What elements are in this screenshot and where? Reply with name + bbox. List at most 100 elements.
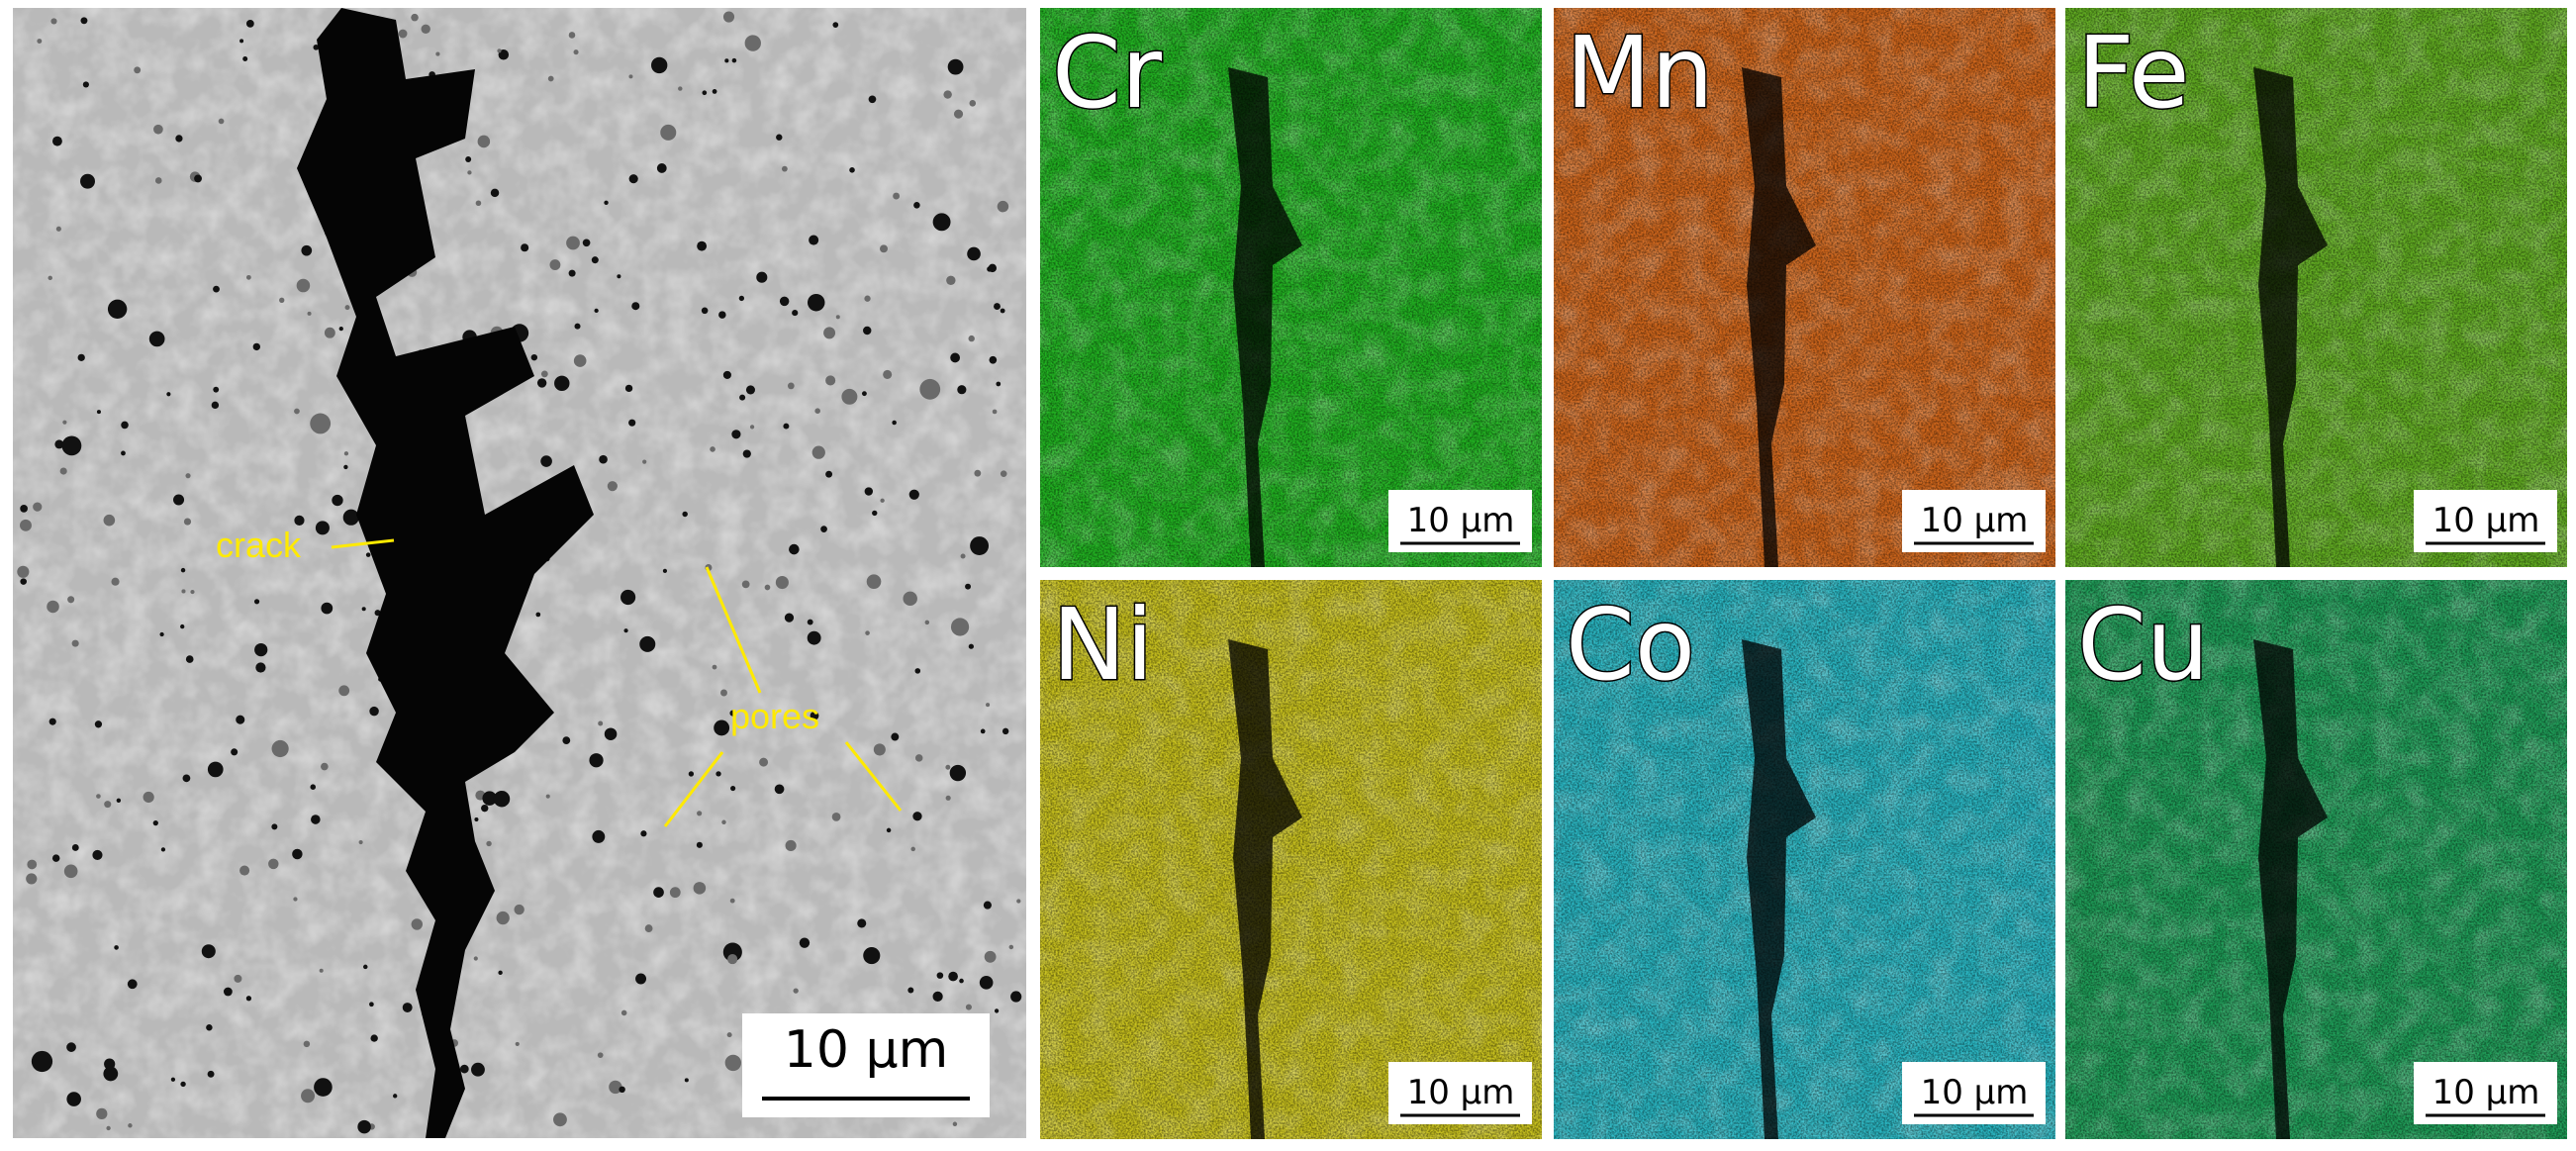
pore bbox=[776, 134, 783, 141]
pore bbox=[182, 774, 191, 783]
pore bbox=[173, 494, 185, 506]
pore bbox=[311, 815, 321, 824]
pore bbox=[624, 384, 633, 393]
pore bbox=[536, 378, 547, 388]
pore bbox=[831, 813, 841, 821]
pore bbox=[194, 174, 202, 183]
crack-pointer bbox=[331, 538, 395, 549]
pore bbox=[945, 795, 951, 801]
crack-shadow bbox=[1742, 67, 1816, 567]
scale-bar-label: 10 µm bbox=[1407, 1073, 1515, 1112]
pore bbox=[393, 1094, 398, 1099]
pore bbox=[662, 568, 668, 573]
pore bbox=[435, 51, 440, 56]
pore bbox=[344, 305, 350, 311]
pore bbox=[864, 487, 874, 496]
pore bbox=[20, 519, 32, 531]
pore bbox=[321, 762, 329, 771]
pore bbox=[809, 235, 819, 245]
pore bbox=[180, 567, 186, 573]
sem-panel: crack pores 10 µm bbox=[13, 8, 1026, 1138]
pore bbox=[254, 642, 268, 657]
pore bbox=[986, 703, 991, 708]
pore bbox=[234, 974, 242, 983]
pore bbox=[52, 136, 62, 146]
pore bbox=[185, 655, 194, 663]
pore bbox=[597, 1052, 604, 1058]
pore bbox=[989, 355, 998, 364]
pore bbox=[684, 1078, 689, 1083]
pore bbox=[651, 56, 668, 74]
pore bbox=[787, 382, 795, 390]
pore bbox=[609, 1080, 622, 1095]
pore bbox=[712, 664, 717, 670]
pore bbox=[253, 599, 260, 605]
pore bbox=[26, 873, 38, 885]
pore bbox=[180, 1081, 186, 1088]
pore bbox=[294, 408, 300, 415]
pore bbox=[697, 811, 703, 816]
pore bbox=[103, 514, 116, 527]
pore bbox=[94, 720, 103, 728]
crack-shadow bbox=[2253, 67, 2328, 567]
pore bbox=[594, 308, 599, 313]
pore bbox=[811, 445, 825, 459]
pore bbox=[642, 459, 647, 464]
pore bbox=[271, 739, 289, 758]
pore bbox=[914, 754, 923, 762]
pore bbox=[656, 163, 667, 173]
pore bbox=[71, 844, 79, 851]
pore bbox=[799, 937, 811, 948]
pore bbox=[775, 576, 789, 590]
pore bbox=[907, 987, 914, 994]
pores-label: pores bbox=[730, 696, 819, 736]
pore bbox=[718, 311, 726, 319]
pore bbox=[678, 86, 683, 91]
pore bbox=[997, 200, 1009, 213]
pore bbox=[742, 449, 751, 458]
pore bbox=[628, 419, 636, 427]
pore bbox=[540, 370, 548, 378]
pore bbox=[477, 135, 491, 148]
pore bbox=[201, 944, 216, 959]
pore bbox=[721, 819, 726, 824]
pore bbox=[338, 685, 350, 697]
pore bbox=[114, 945, 119, 950]
pore bbox=[321, 602, 334, 615]
pore bbox=[959, 978, 964, 984]
pore bbox=[104, 1058, 116, 1070]
pore bbox=[807, 619, 813, 625]
pore bbox=[77, 353, 85, 361]
pore bbox=[498, 48, 510, 60]
pore bbox=[932, 213, 951, 232]
pore bbox=[271, 823, 278, 830]
pore bbox=[873, 743, 886, 756]
pore bbox=[697, 240, 708, 251]
crack-shape bbox=[297, 8, 594, 1138]
element-label: Fe bbox=[2077, 15, 2190, 131]
pore bbox=[589, 753, 604, 768]
pore bbox=[727, 954, 738, 965]
pore bbox=[913, 202, 920, 209]
pore bbox=[731, 57, 737, 63]
pore bbox=[968, 335, 975, 342]
pore bbox=[213, 386, 220, 393]
pore bbox=[950, 352, 961, 363]
pore bbox=[825, 470, 833, 478]
pore bbox=[623, 628, 628, 633]
pore bbox=[252, 342, 260, 351]
pore bbox=[211, 401, 220, 410]
pore bbox=[180, 623, 185, 629]
eds-map: Cu 10 µm bbox=[2065, 580, 2567, 1139]
pore bbox=[984, 950, 997, 963]
pore bbox=[303, 1040, 311, 1048]
pore bbox=[568, 269, 576, 277]
pore bbox=[872, 510, 878, 517]
pore bbox=[880, 244, 888, 253]
pore bbox=[1008, 944, 1014, 950]
pore bbox=[914, 668, 921, 674]
pore bbox=[369, 706, 379, 717]
pore bbox=[893, 192, 901, 200]
pore bbox=[832, 22, 839, 28]
pore bbox=[296, 278, 311, 293]
